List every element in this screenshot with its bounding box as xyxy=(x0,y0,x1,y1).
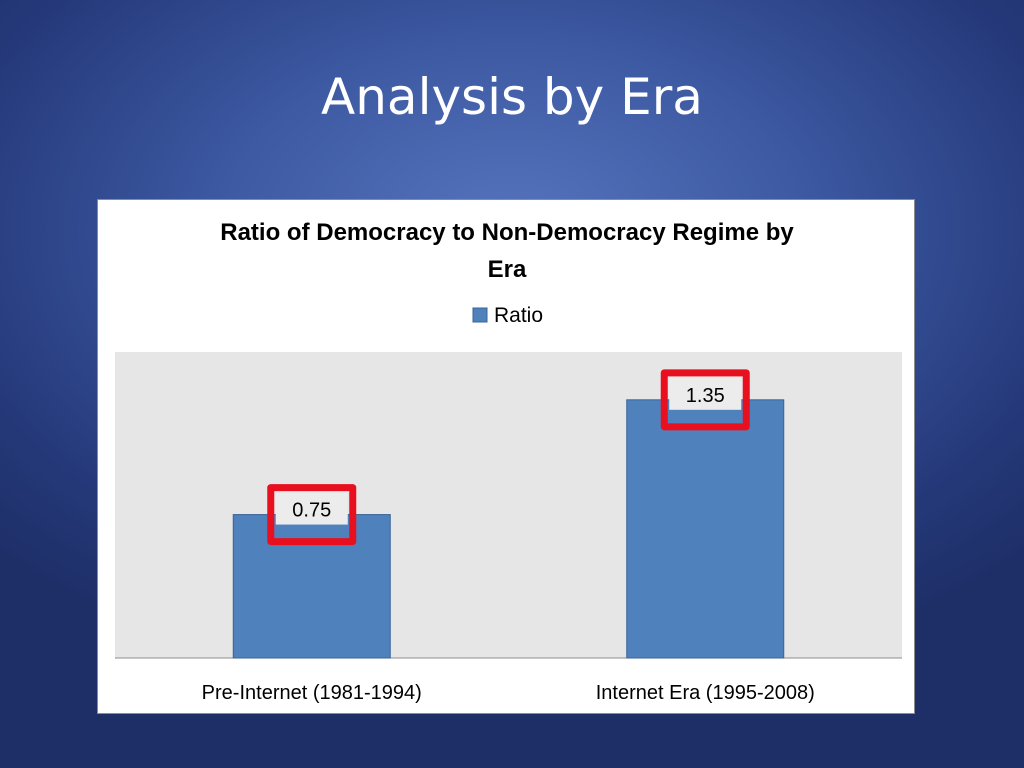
bar-chart: Ratio of Democracy to Non-Democracy Regi… xyxy=(115,219,902,704)
chart-title-line-1: Ratio of Democracy to Non-Democracy Regi… xyxy=(220,219,794,246)
data-label-box-1 xyxy=(275,492,348,525)
x-tick-labels-group: Pre-Internet (1981-1994) Internet Era (19… xyxy=(202,682,815,704)
data-labels-group: 0.75 1.35 xyxy=(267,369,750,546)
highlight-box-1 xyxy=(267,484,357,546)
data-label-box-2 xyxy=(669,377,742,410)
slide-title: Analysis by Era xyxy=(321,68,703,126)
x-tick-label-1: Pre-Internet (1981-1994) xyxy=(202,682,422,704)
data-label-1: 0.75 xyxy=(292,500,331,522)
x-tick-label-2: Internet Era (1995-2008) xyxy=(596,682,815,704)
bar-2 xyxy=(626,399,785,659)
legend-swatch xyxy=(472,307,488,323)
bar-1 xyxy=(232,514,391,659)
legend-label: Ratio xyxy=(494,304,543,327)
chart-title-line-2: Era xyxy=(488,256,527,283)
highlight-box-2 xyxy=(660,369,750,431)
data-label-2: 1.35 xyxy=(686,385,725,407)
legend: Ratio xyxy=(472,304,543,327)
chart-container: Ratio of Democracy to Non-Democracy Regi… xyxy=(97,199,915,714)
